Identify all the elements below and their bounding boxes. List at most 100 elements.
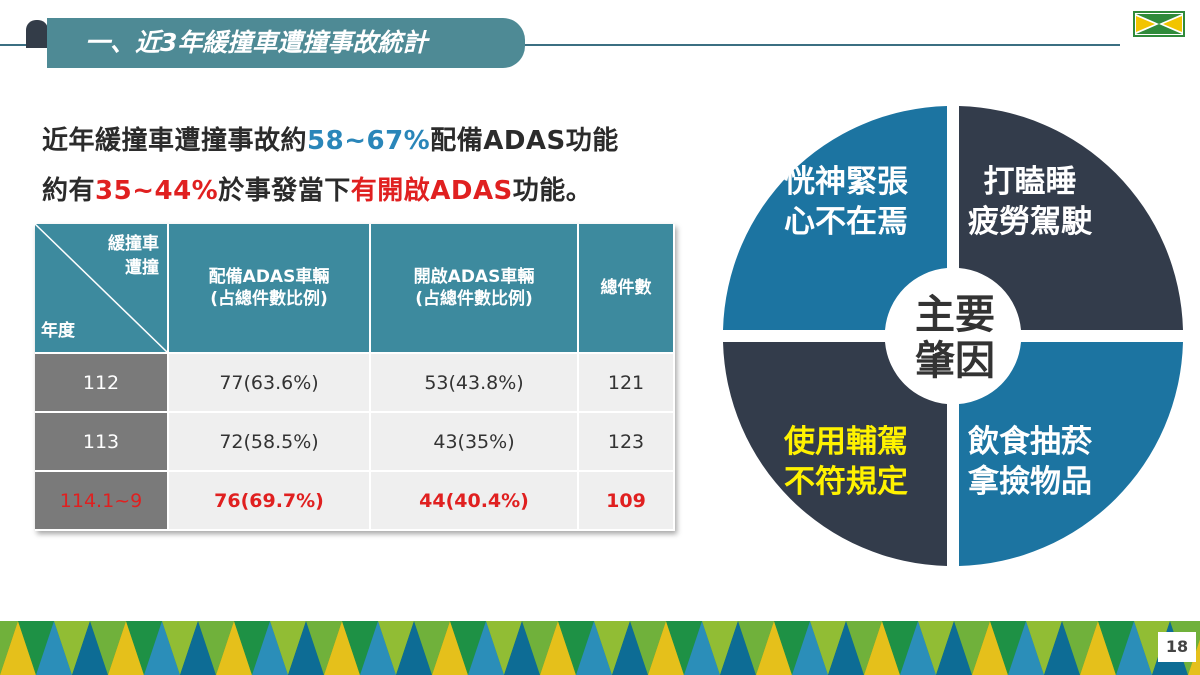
band-triangle xyxy=(720,621,756,675)
year-cell: 112 xyxy=(35,354,169,413)
band-triangle xyxy=(684,621,720,675)
cause-line: 不符規定 xyxy=(784,464,908,500)
segment-top-left xyxy=(723,106,947,330)
enabled-cell: 44(40.4%) xyxy=(371,472,579,531)
cause-line: 拿撿物品 xyxy=(968,464,1092,500)
band-triangle xyxy=(216,621,252,675)
table-row-highlighted: 114.1~9 76(69.7%) 44(40.4%) 109 xyxy=(35,472,675,531)
band-triangle xyxy=(54,621,90,675)
band-triangle xyxy=(342,621,378,675)
band-triangle xyxy=(162,621,198,675)
band-triangle xyxy=(792,621,828,675)
center-line: 肇因 xyxy=(915,338,995,384)
band-triangle xyxy=(1026,621,1062,675)
band-triangle xyxy=(360,621,396,675)
equipped-cell: 76(69.7%) xyxy=(169,472,371,531)
band-triangle xyxy=(1008,621,1044,675)
title-banner: 一、近3年緩撞車遭撞事故統計 xyxy=(47,18,525,68)
statement-text: 於事發當下 xyxy=(218,176,351,206)
band-triangle xyxy=(288,621,324,675)
equipped-cell: 72(58.5%) xyxy=(169,413,371,472)
center-line: 主要 xyxy=(915,292,995,338)
cause-line: 疲勞駕駛 xyxy=(968,204,1092,240)
band-triangle xyxy=(918,621,954,675)
enabled-adas-highlight: 有開啟ADAS xyxy=(350,176,513,206)
decorative-triangle-band xyxy=(0,621,1200,675)
donut-center-label: 主要 肇因 xyxy=(905,292,1005,384)
band-triangle xyxy=(90,621,126,675)
band-triangle xyxy=(738,621,774,675)
table-header-row: 緩撞車 遭撞 年度 配備ADAS車輛 (占總件數比例) 開啟ADAS車輛 (占總… xyxy=(35,224,675,354)
total-cell: 123 xyxy=(579,413,675,472)
band-triangle xyxy=(522,621,558,675)
accident-stats-table: 緩撞車 遭撞 年度 配備ADAS車輛 (占總件數比例) 開啟ADAS車輛 (占總… xyxy=(35,224,675,531)
diagonal-divider xyxy=(35,224,167,352)
enabled-cell: 43(35%) xyxy=(371,413,579,472)
statement-line-1: 近年緩撞車遭撞事故約58~67%配備ADAS功能 xyxy=(42,120,619,157)
corner-label-hit: 遭撞 xyxy=(125,258,159,278)
segment-bottom-left xyxy=(723,342,947,566)
band-triangle xyxy=(306,621,342,675)
statement-text: 功能。 xyxy=(512,176,593,206)
column-header-enabled: 開啟ADAS車輛 (占總件數比例) xyxy=(371,224,579,354)
band-triangle xyxy=(828,621,864,675)
band-triangle xyxy=(504,621,540,675)
band-triangle xyxy=(18,621,54,675)
band-triangle xyxy=(936,621,972,675)
band-triangle xyxy=(108,621,144,675)
cause-top-left: 恍神緊張 心不在焉 xyxy=(784,162,908,242)
total-cell: 109 xyxy=(579,472,675,531)
header-rule xyxy=(0,44,1120,46)
band-triangle xyxy=(1116,621,1152,675)
column-header-total: 總件數 xyxy=(579,224,675,354)
organization-logo-icon xyxy=(1133,11,1185,37)
band-triangle xyxy=(900,621,936,675)
corner-label-year: 年度 xyxy=(41,321,75,341)
band-triangle xyxy=(666,621,702,675)
year-cell: 114.1~9 xyxy=(35,472,169,531)
band-triangle xyxy=(36,621,72,675)
band-triangle xyxy=(774,621,810,675)
band-triangle xyxy=(414,621,450,675)
band-triangle xyxy=(486,621,522,675)
statement-line-2: 約有35~44%於事發當下有開啟ADAS功能。 xyxy=(42,170,592,207)
band-triangle xyxy=(1080,621,1116,675)
band-triangle xyxy=(234,621,270,675)
band-triangle xyxy=(1098,621,1134,675)
cause-line: 恍神緊張 xyxy=(784,164,908,200)
band-triangle xyxy=(702,621,738,675)
cause-line: 使用輔駕 xyxy=(784,424,908,460)
total-cell: 121 xyxy=(579,354,675,413)
band-triangle xyxy=(612,621,648,675)
band-triangle xyxy=(630,621,666,675)
corner-label-vehicle: 緩撞車 xyxy=(108,234,159,254)
equipped-cell: 77(63.6%) xyxy=(169,354,371,413)
band-triangle xyxy=(576,621,612,675)
segment-bottom-right xyxy=(959,342,1183,566)
band-triangle xyxy=(648,621,684,675)
band-triangle xyxy=(450,621,486,675)
band-triangle xyxy=(864,621,900,675)
cause-bottom-right: 飲食抽菸 拿撿物品 xyxy=(968,422,1092,502)
band-triangle xyxy=(72,621,108,675)
band-triangle xyxy=(252,621,288,675)
band-triangle xyxy=(990,621,1026,675)
cause-line: 飲食抽菸 xyxy=(968,424,1092,460)
band-triangle xyxy=(396,621,432,675)
statement-text: 約有 xyxy=(42,176,96,206)
cause-line: 心不在焉 xyxy=(784,204,908,240)
table-row: 112 77(63.6%) 53(43.8%) 121 xyxy=(35,354,675,413)
segment-top-right xyxy=(959,106,1183,330)
enabled-cell: 53(43.8%) xyxy=(371,354,579,413)
band-triangle xyxy=(432,621,468,675)
column-header-line: (占總件數比例) xyxy=(210,289,328,309)
column-header-line: 配備ADAS車輛 xyxy=(208,267,330,287)
band-triangle xyxy=(126,621,162,675)
page-number: 18 xyxy=(1158,632,1196,662)
band-triangle xyxy=(378,621,414,675)
band-triangle xyxy=(0,621,36,675)
cause-bottom-left: 使用輔駕 不符規定 xyxy=(784,422,908,502)
band-triangle xyxy=(756,621,792,675)
band-triangle xyxy=(846,621,882,675)
header-stub xyxy=(26,20,48,48)
